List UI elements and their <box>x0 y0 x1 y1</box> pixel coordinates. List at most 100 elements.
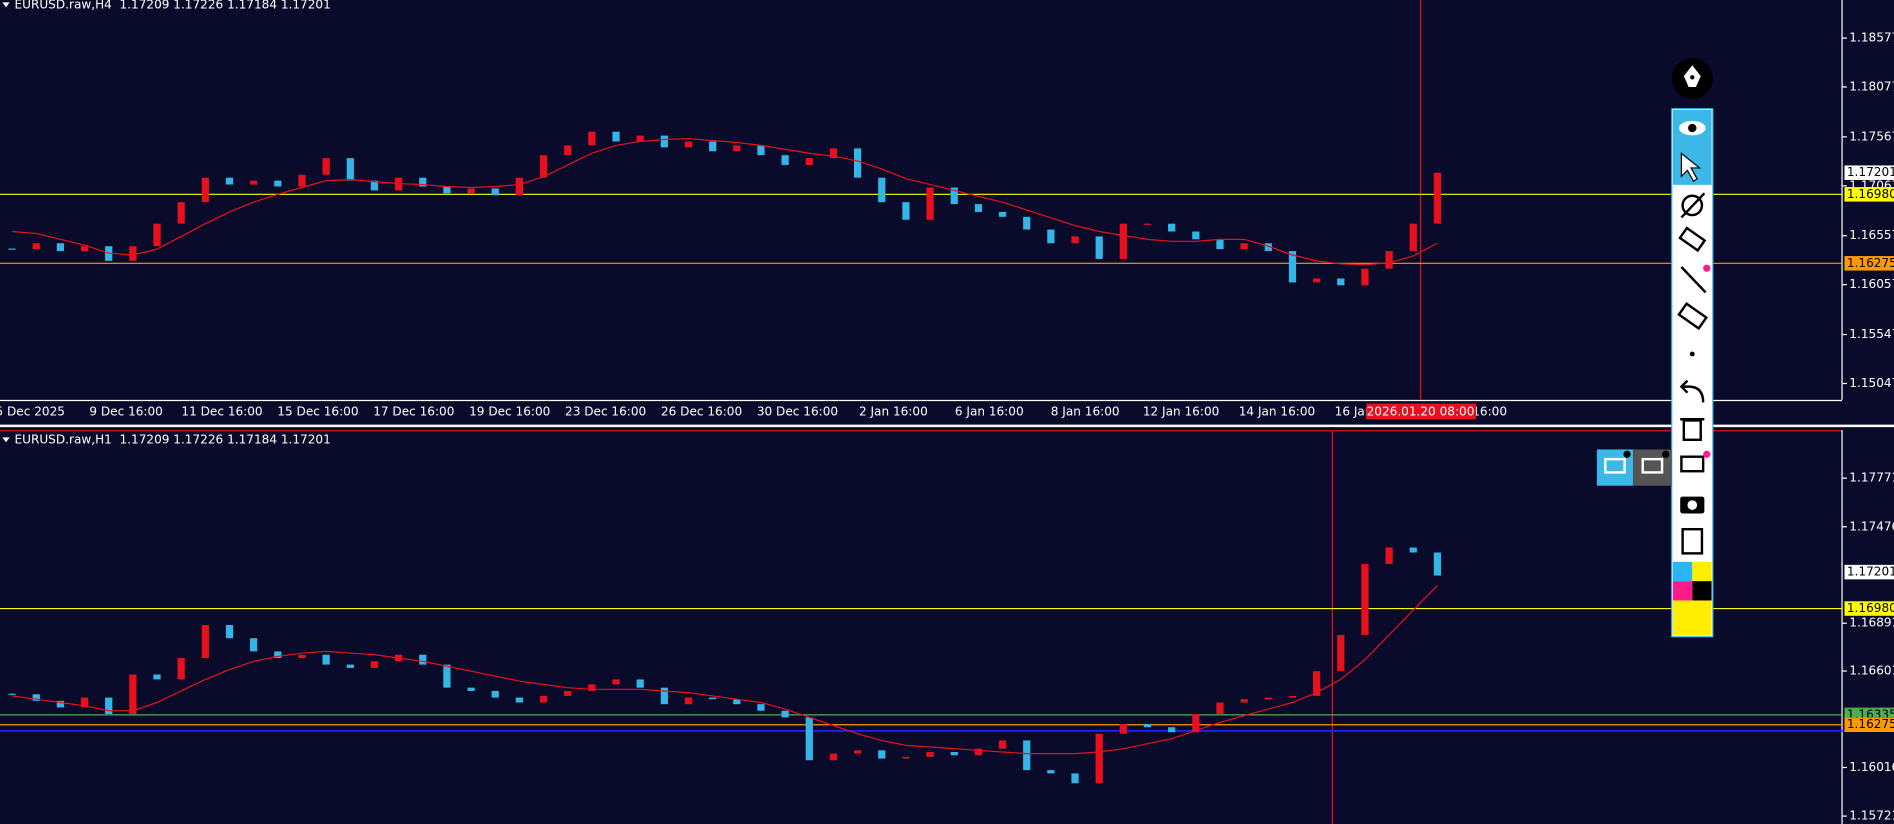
candle <box>660 135 668 148</box>
candle <box>612 679 620 685</box>
candle <box>250 180 258 185</box>
candle <box>1095 236 1103 259</box>
candle <box>829 148 838 159</box>
candle <box>201 177 209 203</box>
candle <box>177 657 185 680</box>
y-tick-label: 1.18577 <box>1849 31 1894 45</box>
candle <box>419 654 427 665</box>
candle <box>129 246 137 261</box>
x-tick-label: 26 Dec 16:00 <box>661 404 742 418</box>
candle <box>515 697 524 703</box>
candle <box>201 625 209 658</box>
candle <box>346 664 354 668</box>
candle <box>32 243 40 250</box>
tool-dot <box>1703 450 1711 458</box>
crosshair-badge <box>1366 403 1477 420</box>
x-tick-label: 6 Jan 16:00 <box>955 404 1024 418</box>
candle <box>1264 697 1272 700</box>
pointer-tool[interactable] <box>1680 152 1702 183</box>
x-tick-label: 17 Dec 16:00 <box>373 404 454 418</box>
candle <box>467 188 475 194</box>
y-tick-label: 1.16557 <box>1849 228 1894 242</box>
candle <box>1119 223 1127 259</box>
candle <box>853 148 862 178</box>
pen-icon <box>1690 75 1695 80</box>
candle <box>1288 695 1297 698</box>
candle <box>1312 278 1321 283</box>
crosshair-label: 2026.01.20 08:00 <box>1367 404 1475 418</box>
y-tick-label: 1.15547 <box>1849 327 1894 341</box>
candle <box>1433 552 1442 576</box>
price-badge-label: 1.17201 <box>1847 565 1894 579</box>
x-tick-label: 2 Jan 16:00 <box>859 404 928 418</box>
candle <box>1216 702 1224 715</box>
candle <box>805 158 813 165</box>
candle <box>878 750 886 759</box>
y-tick-label: 1.15047 <box>1849 376 1894 390</box>
color-swatch[interactable] <box>1672 581 1693 601</box>
collapse-arrow[interactable] <box>2 2 10 8</box>
candle <box>1143 223 1152 225</box>
color-swatch[interactable] <box>1692 561 1712 582</box>
candle <box>781 710 789 718</box>
line-tool[interactable] <box>1680 266 1707 294</box>
x-tick-label: 19 Dec 16:00 <box>469 404 550 418</box>
candle <box>660 687 668 705</box>
price-badge-label: 1.17201 <box>1847 165 1894 179</box>
candle <box>1361 564 1369 635</box>
camera-tool <box>1687 500 1698 510</box>
candle <box>1337 278 1345 286</box>
candle <box>153 223 161 247</box>
candle <box>902 202 910 220</box>
collapse-arrow[interactable] <box>2 437 10 443</box>
x-tick-label: 9 Dec 16:00 <box>89 404 163 418</box>
candle <box>1192 714 1200 733</box>
erase-tool[interactable] <box>1681 194 1704 217</box>
candle <box>1288 251 1297 283</box>
candle <box>443 664 451 688</box>
candle <box>129 674 137 715</box>
erase-tool <box>1680 192 1706 219</box>
color-current[interactable] <box>1672 600 1712 636</box>
color-swatch[interactable] <box>1672 561 1693 582</box>
candle <box>153 674 161 680</box>
candle <box>1216 239 1224 250</box>
price-badge <box>1844 256 1894 271</box>
eraser-tool[interactable] <box>1677 302 1709 331</box>
color-swatch[interactable] <box>1692 581 1712 601</box>
candle <box>709 141 717 152</box>
screen-tool[interactable] <box>1680 455 1705 473</box>
candle <box>467 687 475 691</box>
y-tick-label: 1.16016 <box>1849 760 1894 774</box>
candle <box>539 695 548 703</box>
candle <box>491 188 499 196</box>
candle <box>829 753 838 761</box>
candle <box>1240 699 1248 703</box>
candle <box>225 177 234 185</box>
candle <box>950 187 958 205</box>
dot-tool[interactable] <box>1689 351 1695 357</box>
candle <box>491 690 499 698</box>
price-badge <box>1844 564 1894 580</box>
toolbar <box>1596 57 1714 638</box>
undo-tool[interactable] <box>1679 379 1705 403</box>
candle <box>346 158 354 181</box>
ruler-tool[interactable] <box>1678 226 1707 253</box>
clipboard-tool[interactable] <box>1681 527 1704 555</box>
y-tick-label: 1.17476 <box>1849 519 1894 533</box>
candle <box>1168 223 1176 232</box>
x-tick-label: 12 Jan 16:00 <box>1143 404 1219 418</box>
candle <box>926 187 934 220</box>
x-tick-label: 14 Jan 16:00 <box>1239 404 1315 418</box>
candle <box>1385 547 1393 565</box>
candle <box>322 654 330 665</box>
candle <box>878 177 886 203</box>
candle <box>370 180 379 191</box>
